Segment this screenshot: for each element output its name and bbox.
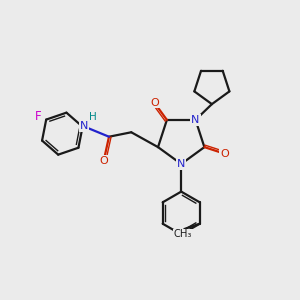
Text: H: H xyxy=(89,112,97,122)
Text: N: N xyxy=(191,115,200,125)
Text: F: F xyxy=(34,110,41,123)
Text: N: N xyxy=(80,121,88,131)
Text: CH₃: CH₃ xyxy=(174,230,192,239)
Text: O: O xyxy=(220,149,229,159)
Text: O: O xyxy=(99,156,108,166)
Text: O: O xyxy=(150,98,159,108)
Text: N: N xyxy=(177,159,185,169)
